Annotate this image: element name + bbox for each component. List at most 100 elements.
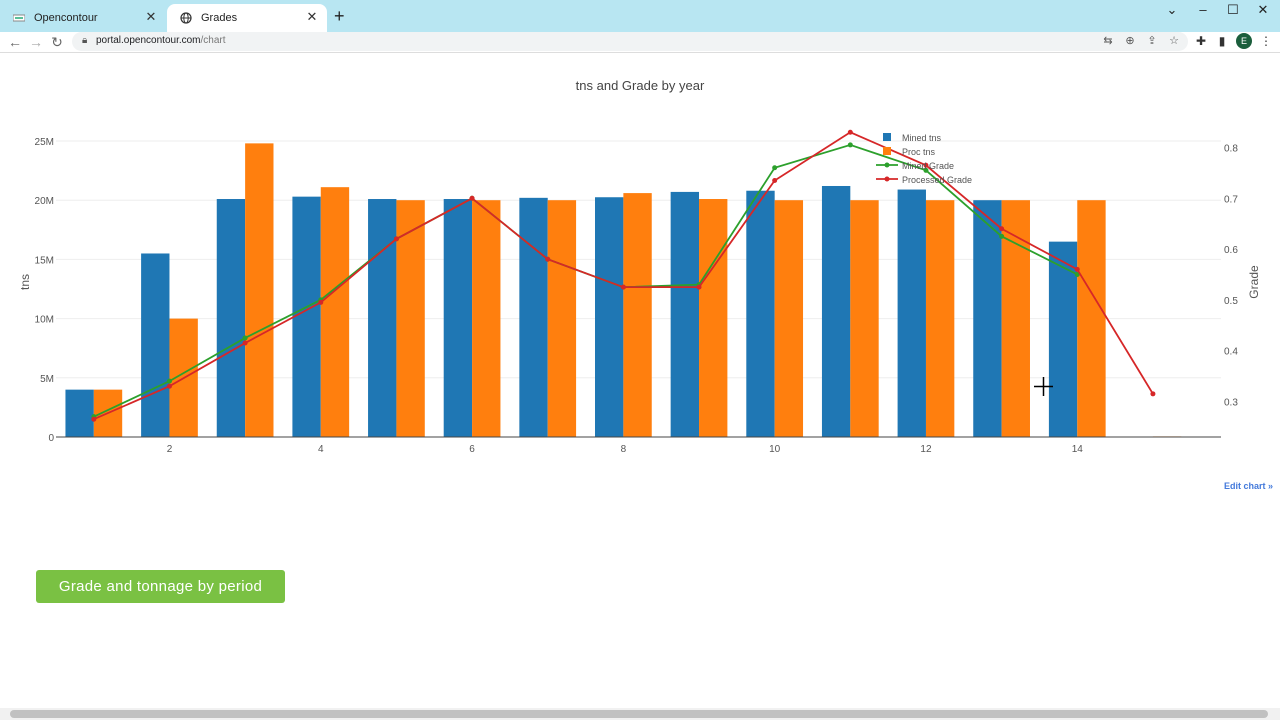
tab-strip: Opencontour ✕ Grades ✕ + ⌄ – ☐ ✕ xyxy=(0,0,1280,32)
series-point xyxy=(469,195,475,201)
forward-arrow-icon[interactable]: → xyxy=(29,34,43,50)
bar xyxy=(519,197,548,437)
bar xyxy=(443,199,473,437)
close-tab-icon[interactable]: ✕ xyxy=(145,9,157,24)
series-point xyxy=(166,378,172,384)
tab-opencontour[interactable]: Opencontour ✕ xyxy=(0,4,166,32)
x-tick-label: 2 xyxy=(167,444,173,455)
legend-label: Mined Grade xyxy=(902,161,954,171)
series-point xyxy=(242,335,248,341)
y-tick-label: 10M xyxy=(35,315,54,326)
tab-grades[interactable]: Grades ✕ xyxy=(167,4,327,32)
maximize-icon[interactable]: ☐ xyxy=(1227,2,1239,17)
y-tick-label: 20M xyxy=(35,196,54,207)
series-point xyxy=(772,165,778,171)
y2-tick-label: 0.5 xyxy=(1224,296,1238,307)
kebab-menu-icon[interactable]: ⋮ xyxy=(1260,34,1272,48)
address-bar[interactable]: 🔒︎ portal.opencontour.com/chart ⇆ ⊕ ⇪ ☆ xyxy=(72,32,1188,51)
bar xyxy=(472,200,501,437)
bar xyxy=(320,187,350,437)
share-icon[interactable]: ⇪ xyxy=(1147,35,1157,47)
bar xyxy=(973,200,1002,437)
bar xyxy=(774,200,804,437)
translate-icon[interactable]: ⇆ xyxy=(1103,35,1113,47)
horizontal-scrollbar[interactable] xyxy=(0,708,1280,720)
zoom-icon[interactable]: ⊕ xyxy=(1125,35,1135,47)
puzzle-icon[interactable]: ✚ xyxy=(1195,34,1207,48)
series-point xyxy=(620,284,626,290)
tab-search-icon[interactable]: ⌄ xyxy=(1166,2,1178,17)
star-icon[interactable]: ☆ xyxy=(1169,35,1179,47)
close-window-icon[interactable]: ✕ xyxy=(1257,2,1269,17)
side-panel-icon[interactable]: ▮ xyxy=(1218,34,1226,48)
bar xyxy=(396,200,425,437)
y-tick-label: 15M xyxy=(35,255,54,266)
bar xyxy=(216,199,246,437)
bar xyxy=(65,389,94,437)
tab-title: Grades xyxy=(201,12,238,24)
series-point xyxy=(318,299,324,305)
bar xyxy=(547,200,577,437)
y-tick-label: 5M xyxy=(40,374,54,385)
series-point xyxy=(1074,266,1080,272)
series-point xyxy=(999,233,1005,239)
back-arrow-icon[interactable]: ← xyxy=(8,34,22,50)
site-favicon-icon xyxy=(12,11,26,25)
series-point xyxy=(999,226,1005,232)
bar xyxy=(746,190,775,437)
bar xyxy=(821,185,851,437)
bar xyxy=(245,143,274,438)
bar xyxy=(1077,200,1106,437)
grade-tonnage-period-button[interactable]: Grade and tonnage by period xyxy=(36,570,285,603)
series-point xyxy=(923,167,929,173)
y2-tick-label: 0.3 xyxy=(1224,397,1238,408)
series-point xyxy=(242,340,248,346)
y2-tick-label: 0.4 xyxy=(1224,347,1238,358)
y-tick-label: 0 xyxy=(48,433,54,444)
legend-label: Proc tns xyxy=(902,147,936,157)
bar xyxy=(1048,241,1078,437)
new-tab-icon[interactable]: + xyxy=(334,6,345,26)
globe-icon xyxy=(179,11,193,25)
edit-chart-link[interactable]: Edit chart » xyxy=(1224,481,1274,491)
close-tab-icon[interactable]: ✕ xyxy=(306,9,318,24)
series-point xyxy=(847,129,853,135)
url-text[interactable]: portal.opencontour.com/chart xyxy=(96,35,226,46)
legend-label: Processed Grade xyxy=(902,175,972,185)
series-point xyxy=(393,236,399,242)
series-point xyxy=(1074,271,1080,277)
minimize-icon[interactable]: – xyxy=(1199,2,1207,17)
bar xyxy=(595,197,624,437)
page-content: tns and Grade by year 0 5M 10M 15M 20M 25M 0.3 0… xyxy=(0,53,1280,708)
y2-tick-label: 0.8 xyxy=(1224,143,1238,154)
scrollbar-thumb[interactable] xyxy=(10,710,1268,718)
legend-swatch xyxy=(883,147,891,155)
crosshair-cursor-icon xyxy=(1034,377,1053,396)
x-tick-label: 4 xyxy=(318,444,324,455)
series-point xyxy=(545,256,551,262)
toolbar: ← → ↻ 🔒︎ portal.opencontour.com/chart ⇆ … xyxy=(0,32,1280,53)
x-tick-label: 14 xyxy=(1072,444,1084,455)
series-point xyxy=(847,142,853,148)
reload-icon[interactable]: ↻ xyxy=(51,34,63,50)
bar xyxy=(925,200,955,437)
bar xyxy=(897,189,926,437)
chart-title: tns and Grade by year xyxy=(576,78,705,93)
series-point xyxy=(772,177,778,183)
bar xyxy=(850,200,879,437)
bar xyxy=(623,193,652,437)
y-axis-title: tns xyxy=(18,274,32,290)
lock-icon[interactable]: 🔒︎ xyxy=(82,35,88,46)
avatar[interactable]: E xyxy=(1236,33,1252,49)
series-point xyxy=(91,416,97,422)
x-tick-label: 12 xyxy=(920,444,932,455)
bar xyxy=(292,196,321,437)
legend-marker xyxy=(884,176,890,182)
bar xyxy=(141,253,170,437)
series-point xyxy=(166,383,172,389)
legend-label: Mined tns xyxy=(902,133,942,143)
tns-grade-chart[interactable]: tns and Grade by year 0 5M 10M 15M 20M 25M 0.3 0… xyxy=(0,53,1280,473)
x-tick-label: 10 xyxy=(769,444,781,455)
y-tick-label: 25M xyxy=(35,137,54,148)
series-point xyxy=(923,162,929,168)
